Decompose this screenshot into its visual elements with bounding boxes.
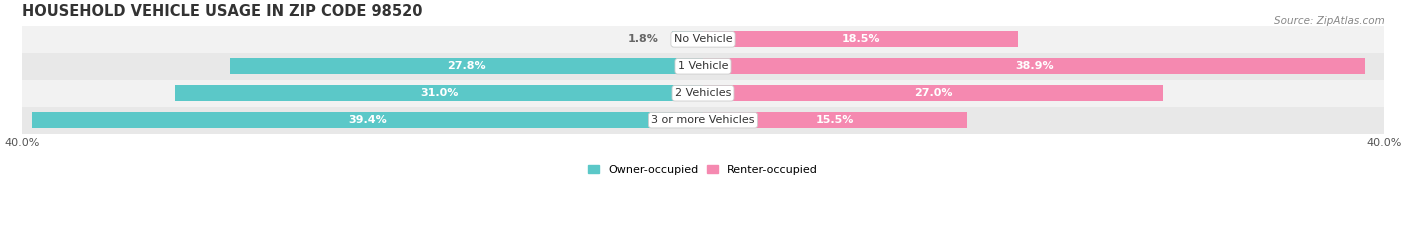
Text: HOUSEHOLD VEHICLE USAGE IN ZIP CODE 98520: HOUSEHOLD VEHICLE USAGE IN ZIP CODE 9852… [22, 4, 422, 19]
Bar [703, 31, 1018, 47]
Text: 39.4%: 39.4% [349, 115, 387, 125]
Bar [176, 85, 703, 101]
Text: No Vehicle: No Vehicle [673, 34, 733, 44]
Text: 1.8%: 1.8% [628, 34, 659, 44]
Bar [703, 58, 1365, 74]
Text: 3 or more Vehicles: 3 or more Vehicles [651, 115, 755, 125]
Text: Source: ZipAtlas.com: Source: ZipAtlas.com [1274, 16, 1385, 26]
Bar [703, 112, 967, 128]
Bar [703, 85, 1163, 101]
Legend: Owner-occupied, Renter-occupied: Owner-occupied, Renter-occupied [583, 160, 823, 179]
Text: 38.9%: 38.9% [1015, 61, 1053, 71]
Bar [22, 53, 1384, 80]
Text: 31.0%: 31.0% [420, 88, 458, 98]
Text: 15.5%: 15.5% [815, 115, 855, 125]
Text: 27.8%: 27.8% [447, 61, 485, 71]
Text: 18.5%: 18.5% [841, 34, 880, 44]
Bar [672, 31, 703, 47]
Text: 2 Vehicles: 2 Vehicles [675, 88, 731, 98]
Bar [22, 107, 1384, 134]
Bar [229, 58, 703, 74]
Text: 1 Vehicle: 1 Vehicle [678, 61, 728, 71]
Text: 27.0%: 27.0% [914, 88, 952, 98]
Bar [22, 80, 1384, 107]
Bar [22, 26, 1384, 53]
Bar [32, 112, 703, 128]
